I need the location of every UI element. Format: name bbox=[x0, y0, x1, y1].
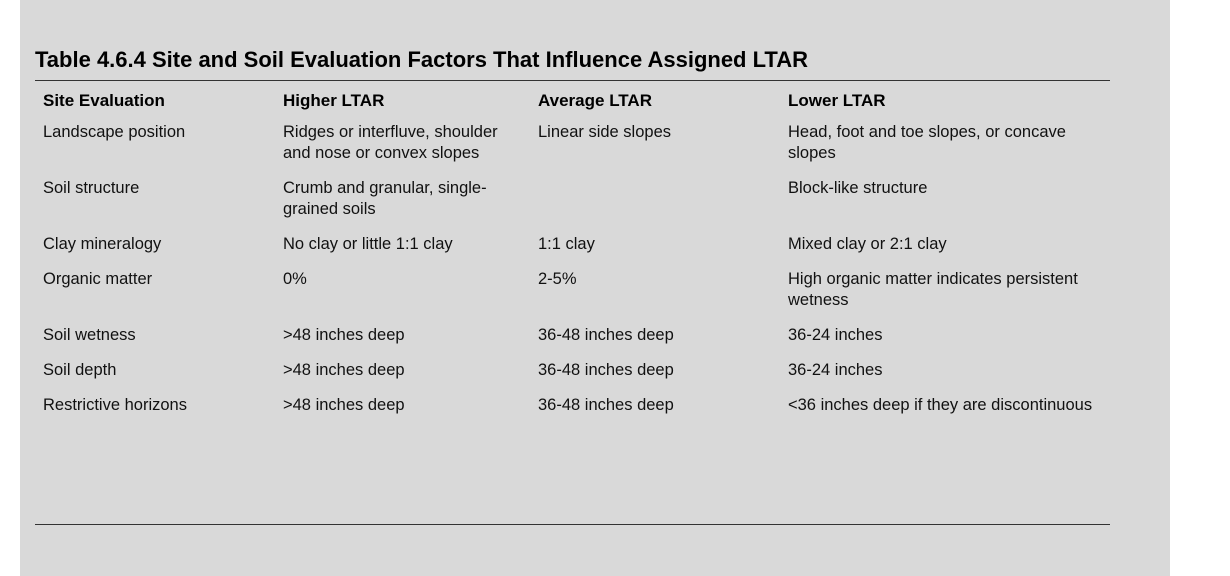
top-rule bbox=[35, 80, 1110, 81]
table-cell: 0% bbox=[283, 270, 307, 288]
table-cell bbox=[530, 178, 780, 234]
table-cell: Block-like structure bbox=[788, 179, 928, 197]
table-cell: 36-48 inches deep bbox=[538, 361, 674, 379]
table-row: Clay mineralogy No clay or little 1:1 cl… bbox=[35, 234, 1110, 269]
table-cell: 36-24 inches bbox=[788, 361, 883, 379]
table-cell: Soil depth bbox=[43, 361, 117, 379]
table-cell: 36-48 inches deep bbox=[538, 396, 674, 414]
bottom-rule bbox=[35, 524, 1110, 525]
table-row: Landscape position Ridges or interfluve,… bbox=[35, 122, 1110, 178]
table-cell: >48 inches deep bbox=[283, 361, 405, 379]
table-cell: Clay mineralogy bbox=[43, 235, 162, 253]
table-cell: Mixed clay or 2:1 clay bbox=[788, 235, 947, 253]
table-row: Soil structure Crumb and granular, singl… bbox=[35, 178, 1110, 234]
table-cell: Linear side slopes bbox=[538, 123, 671, 141]
table-cell: >48 inches deep bbox=[283, 326, 405, 344]
table-cell: 36-24 inches bbox=[788, 326, 883, 344]
table-caption: Table 4.6.4 Site and Soil Evaluation Fac… bbox=[35, 47, 808, 72]
table-cell: No clay or little 1:1 clay bbox=[283, 235, 453, 253]
table-cell: Ridges or interfluve, shoulder and nose … bbox=[283, 123, 498, 162]
table-row: Organic matter 0% 2-5% High organic matt… bbox=[35, 269, 1110, 325]
table-row: Restrictive horizons >48 inches deep 36-… bbox=[35, 395, 1110, 430]
header-lower-ltar: Lower LTAR bbox=[788, 91, 886, 110]
table-row: Soil depth >48 inches deep 36-48 inches … bbox=[35, 360, 1110, 395]
table-cell: 1:1 clay bbox=[538, 235, 595, 253]
table-panel bbox=[20, 0, 1170, 576]
table-cell: <36 inches deep if they are discontinuou… bbox=[788, 396, 1093, 414]
table-cell: High organic matter indicates persistent… bbox=[788, 270, 1078, 309]
table-cell: >48 inches deep bbox=[283, 396, 405, 414]
table-cell: Soil wetness bbox=[43, 326, 136, 344]
table-cell: Soil structure bbox=[43, 179, 140, 197]
table-cell: Landscape position bbox=[43, 123, 186, 141]
header-row: Site Evaluation Higher LTAR Average LTAR… bbox=[35, 88, 1110, 122]
table-row: Soil wetness >48 inches deep 36-48 inche… bbox=[35, 325, 1110, 360]
ltar-factors-table: Site Evaluation Higher LTAR Average LTAR… bbox=[35, 88, 1110, 430]
table-cell: 2-5% bbox=[538, 270, 577, 288]
table-cell: Organic matter bbox=[43, 270, 153, 288]
table-cell: 36-48 inches deep bbox=[538, 326, 674, 344]
header-site-evaluation: Site Evaluation bbox=[43, 91, 165, 110]
header-average-ltar: Average LTAR bbox=[538, 91, 652, 110]
table-cell: Restrictive horizons bbox=[43, 396, 187, 414]
header-higher-ltar: Higher LTAR bbox=[283, 91, 385, 110]
table-cell: Crumb and granular, single-grained soils bbox=[283, 179, 487, 218]
table-cell: Head, foot and toe slopes, or concave sl… bbox=[788, 123, 1066, 162]
